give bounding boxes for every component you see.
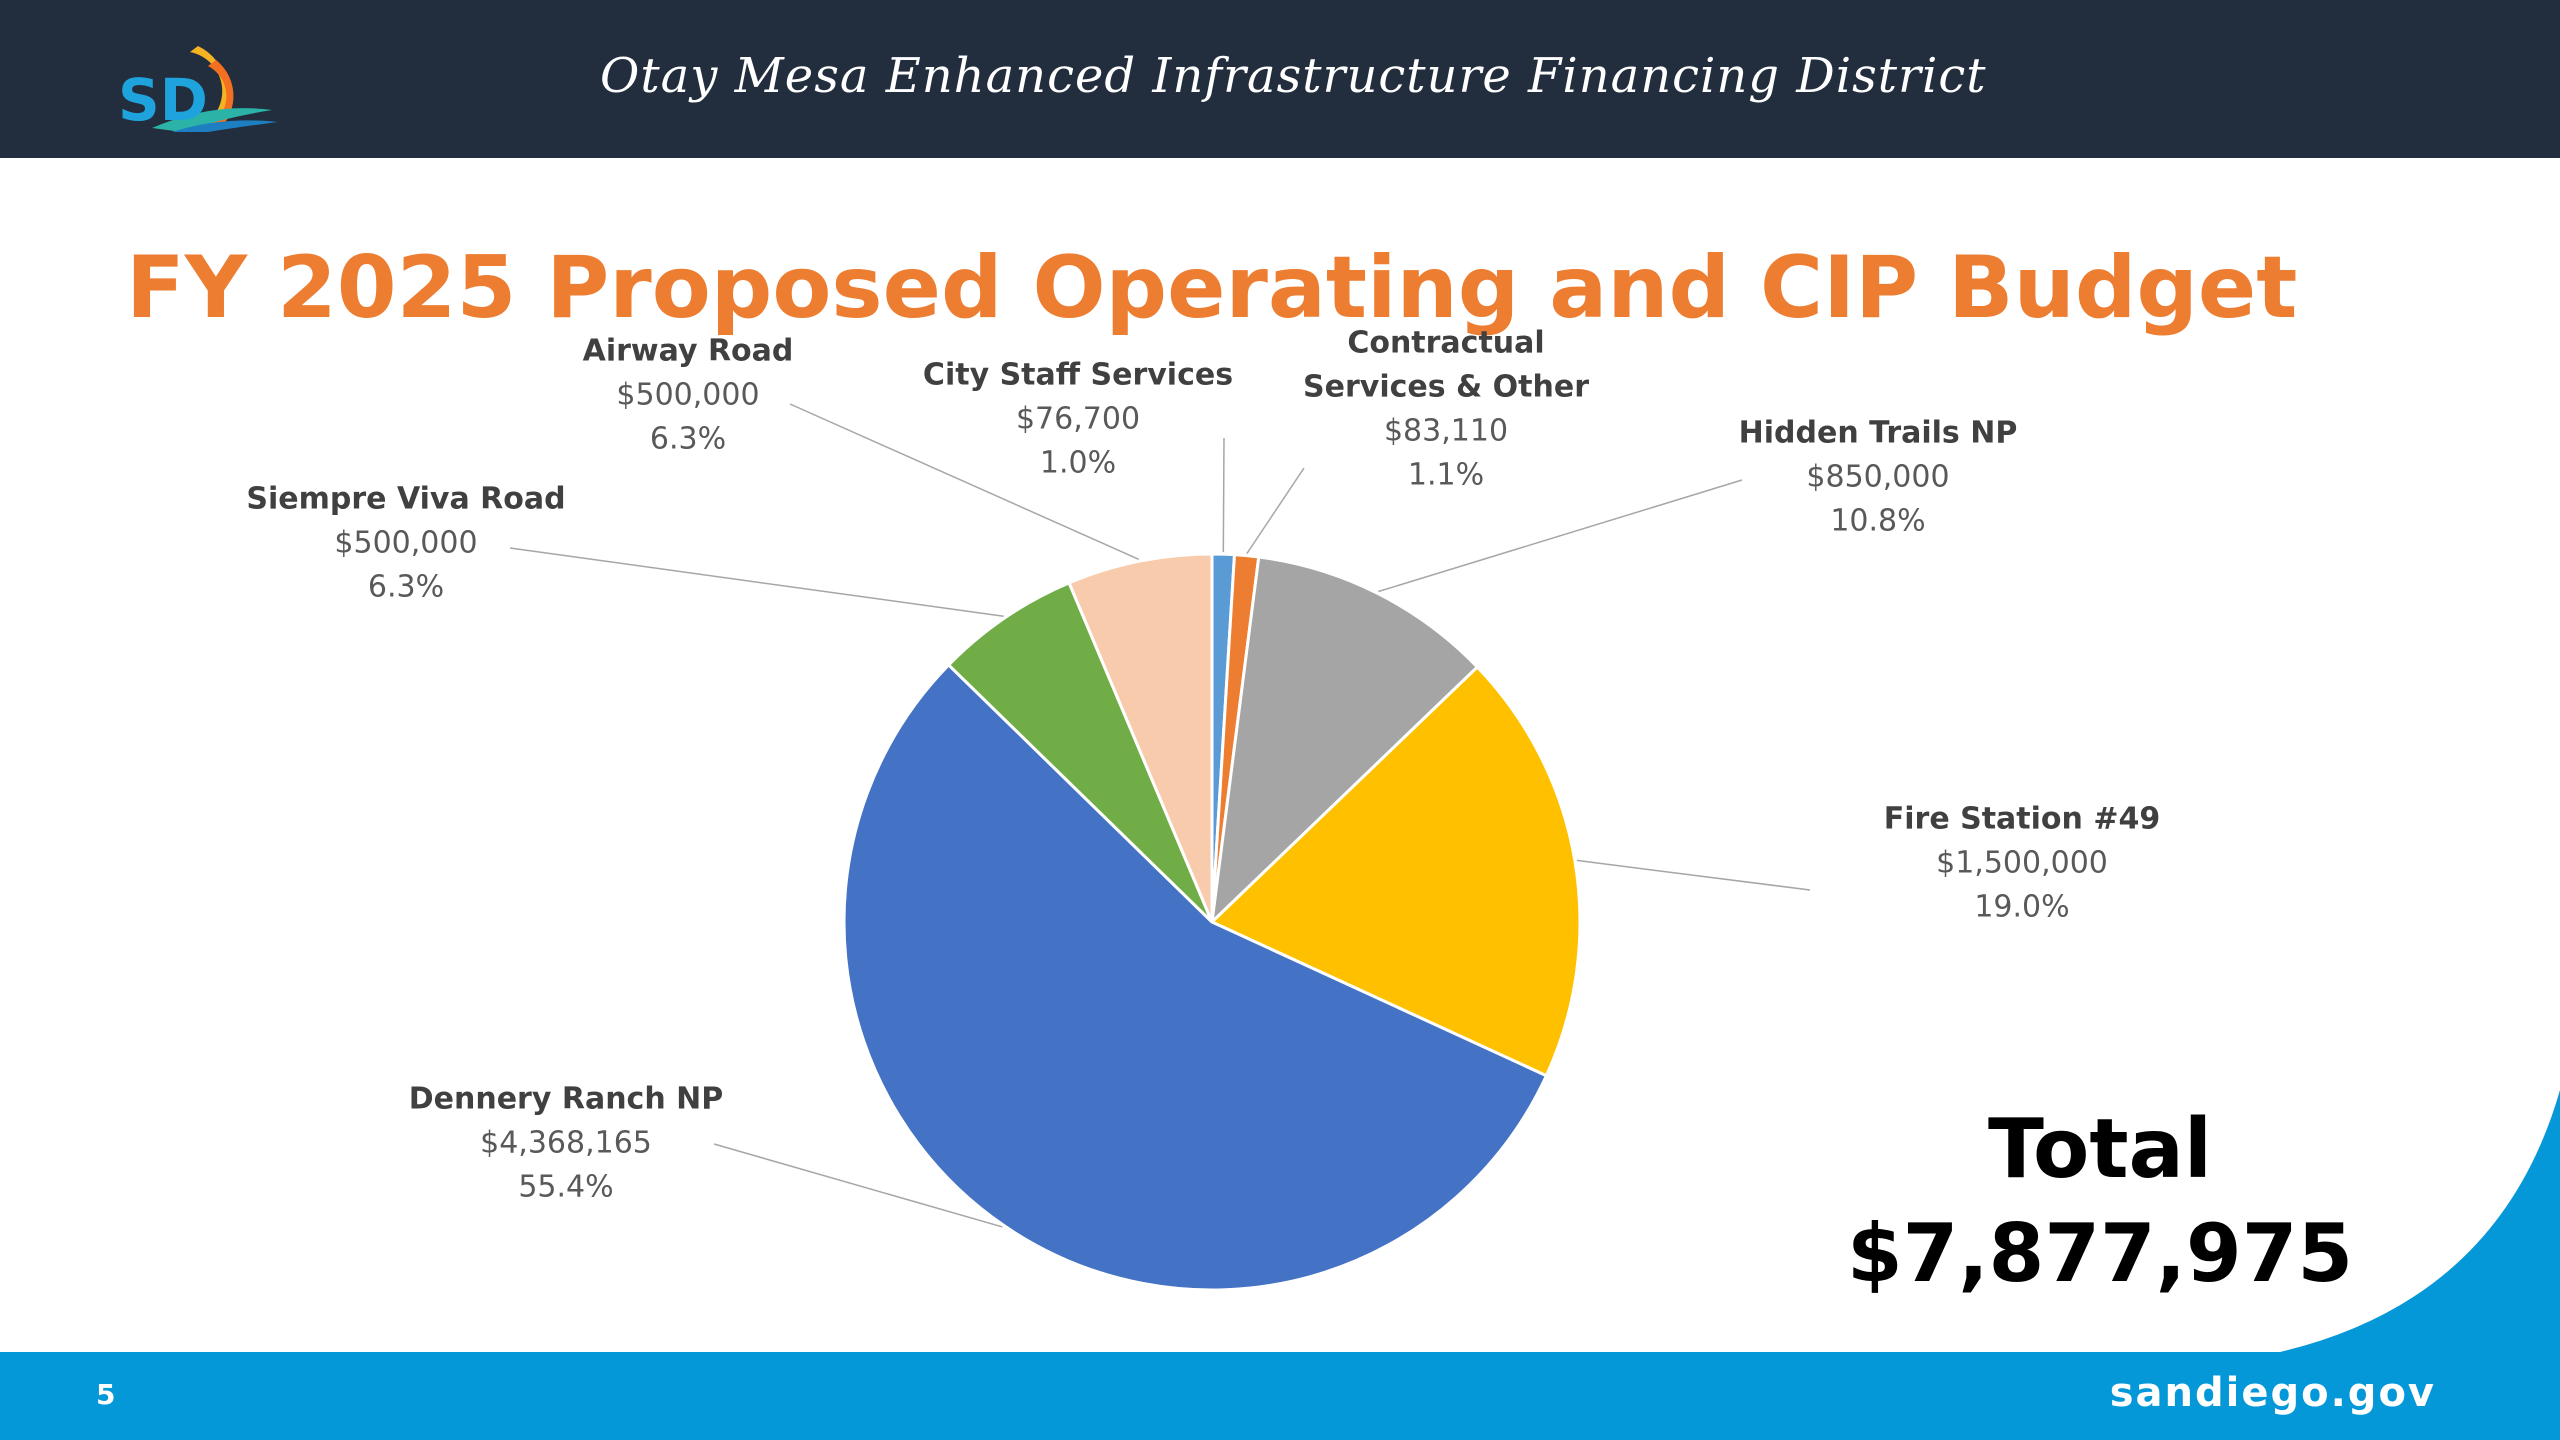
leader-line [509, 547, 1004, 617]
slice-label-value: 55.4% [518, 1170, 613, 1205]
total-label: Total [1987, 1102, 2213, 1197]
header-bar: SD Otay Mesa Enhanced Infrastructure Fin… [0, 0, 2560, 158]
slice-label-value: $1,500,000 [1936, 846, 2108, 881]
leader-line [1222, 437, 1225, 553]
slice-label-name: Fire Station #49 [1884, 802, 2160, 837]
slice-label-value: $500,000 [616, 378, 759, 413]
slice-label-name: City Staff Services [923, 358, 1233, 393]
total-value: $7,877,975 [1846, 1207, 2354, 1300]
slice-label-value: 1.0% [1040, 446, 1116, 481]
logo-text: SD [118, 66, 208, 132]
slice-label-name: Hidden Trails NP [1739, 416, 2018, 451]
page-number: 5 [96, 1378, 116, 1411]
leader-line [789, 403, 1140, 561]
slice-label-name: Dennery Ranch NP [409, 1082, 724, 1117]
slice-label-name: Airway Road [583, 334, 794, 369]
slice-label-value: $83,110 [1384, 414, 1508, 449]
slice-label-value: 19.0% [1974, 890, 2069, 925]
pie-slice-dennery-ranch-np [842, 662, 1549, 1292]
total-box: Total $7,877,975 [1840, 1098, 2360, 1306]
pie-slices [842, 552, 1582, 1292]
slice-label-value: $76,700 [1016, 402, 1140, 437]
slice-label-value: 10.8% [1830, 504, 1925, 539]
leader-lines [509, 403, 1811, 1228]
pie-slice-hidden-trails-np [1209, 555, 1480, 927]
slice-label-value: 6.3% [650, 422, 726, 457]
slice-label-name: Siempre Viva Road [246, 482, 565, 517]
pie-slice-siempre-viva-road [946, 580, 1214, 924]
leader-line [1378, 479, 1743, 593]
pie-slice-fire-station-49 [1209, 664, 1582, 1078]
sd-logo-icon: SD [118, 46, 278, 132]
slice-label-value: 6.3% [368, 570, 444, 605]
slice-label-name: Services & Other [1303, 370, 1589, 405]
header-title: Otay Mesa Enhanced Infrastructure Financ… [600, 48, 1987, 104]
leader-line [713, 1143, 1003, 1228]
pie-slice-airway-road [1067, 552, 1214, 923]
page-title: FY 2025 Proposed Operating and CIP Budge… [126, 238, 2298, 338]
slice-label-name: Contractual [1347, 326, 1544, 361]
slice-label-value: 1.1% [1408, 458, 1484, 493]
slice-label-value: $850,000 [1806, 460, 1949, 495]
leader-line [1246, 467, 1305, 555]
footer-bar: 5 sandiego.gov [0, 1352, 2560, 1440]
slice-label-value: $500,000 [334, 526, 477, 561]
slice-labels: City Staff Services $76,700 1.0% Contractua… [246, 326, 2160, 1205]
leader-line [1576, 859, 1811, 891]
slice-label-value: $4,368,165 [480, 1126, 652, 1161]
site-link[interactable]: sandiego.gov [2109, 1370, 2436, 1416]
